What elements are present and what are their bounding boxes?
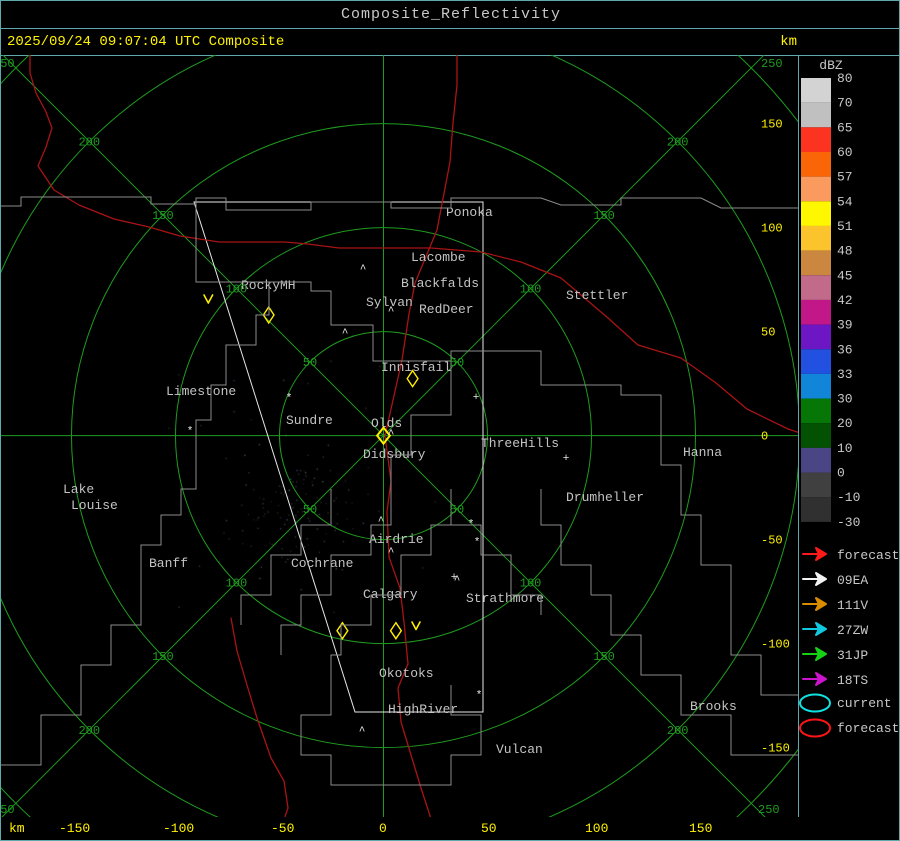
svg-text:Brooks: Brooks: [690, 699, 737, 714]
svg-text:111V: 111V: [837, 598, 868, 613]
svg-text:0: 0: [761, 430, 768, 444]
svg-text:20: 20: [837, 416, 853, 431]
svg-text:-10: -10: [837, 490, 860, 505]
svg-text:100: 100: [761, 222, 783, 236]
svg-text:Limestone: Limestone: [166, 384, 236, 399]
svg-text:250: 250: [1, 803, 15, 817]
svg-text:Lacombe: Lacombe: [411, 250, 466, 265]
svg-text:200: 200: [667, 724, 689, 738]
svg-text:+: +: [473, 392, 480, 404]
svg-text:27ZW: 27ZW: [837, 623, 868, 638]
svg-text:30: 30: [837, 392, 853, 407]
svg-text:-100: -100: [761, 638, 790, 652]
svg-text:Innisfail: Innisfail: [381, 360, 451, 375]
svg-text:200: 200: [78, 135, 100, 149]
svg-text:^: ^: [454, 575, 461, 587]
svg-text:^: ^: [388, 547, 395, 559]
svg-text:100: 100: [520, 283, 542, 297]
svg-text:100: 100: [520, 577, 542, 591]
svg-text:-150: -150: [761, 742, 790, 756]
svg-text:70: 70: [837, 96, 853, 111]
svg-text:250: 250: [1, 57, 15, 71]
svg-text:-50: -50: [761, 534, 783, 548]
svg-text:Airdrie: Airdrie: [369, 532, 424, 547]
svg-text:*: *: [286, 393, 293, 405]
svg-text:50: 50: [303, 356, 317, 370]
svg-text:60: 60: [837, 145, 853, 160]
svg-text:36: 36: [837, 342, 853, 357]
svg-text:Lake: Lake: [63, 482, 94, 497]
svg-text:^: ^: [360, 264, 367, 276]
svg-text:150: 150: [152, 650, 174, 664]
svg-text:^: ^: [378, 516, 385, 528]
svg-text:^: ^: [388, 306, 395, 318]
svg-text:*: *: [474, 537, 481, 549]
svg-text:150: 150: [761, 118, 783, 132]
svg-text:ThreeHills: ThreeHills: [481, 436, 559, 451]
svg-text:Vulcan: Vulcan: [496, 742, 543, 757]
svg-text:forecast: forecast: [837, 721, 899, 736]
svg-text:50: 50: [761, 326, 775, 340]
svg-text:Strathmore: Strathmore: [466, 591, 544, 606]
svg-text:Okotoks: Okotoks: [379, 666, 434, 681]
svg-text:Stettler: Stettler: [566, 288, 628, 303]
svg-text:50: 50: [303, 503, 317, 517]
svg-text:100: 100: [226, 577, 248, 591]
svg-text:42: 42: [837, 293, 853, 308]
svg-text:0: 0: [837, 466, 845, 481]
svg-text:Ponoka: Ponoka: [446, 205, 493, 220]
svg-text:65: 65: [837, 120, 853, 135]
svg-text:45: 45: [837, 268, 853, 283]
svg-text:-30: -30: [837, 515, 860, 530]
svg-text:*: *: [476, 690, 483, 702]
svg-text:Cochrane: Cochrane: [291, 556, 353, 571]
svg-text:Blackfalds: Blackfalds: [401, 276, 479, 291]
svg-text:100: 100: [226, 283, 248, 297]
svg-text:250: 250: [758, 803, 780, 817]
svg-text:forecast: forecast: [837, 548, 899, 563]
svg-text:Hanna: Hanna: [683, 445, 722, 460]
svg-text:Louise: Louise: [71, 498, 118, 513]
svg-text:RockyMH: RockyMH: [241, 278, 296, 293]
svg-text:Drumheller: Drumheller: [566, 490, 644, 505]
svg-text:+: +: [563, 453, 570, 465]
svg-text:Banff: Banff: [149, 556, 188, 571]
svg-text:09EA: 09EA: [837, 573, 868, 588]
svg-text:54: 54: [837, 194, 853, 209]
svg-text:10: 10: [837, 441, 853, 456]
svg-text:48: 48: [837, 244, 853, 259]
svg-text:200: 200: [78, 724, 100, 738]
svg-text:80: 80: [837, 71, 853, 86]
svg-text:51: 51: [837, 219, 853, 234]
svg-text:Olds: Olds: [371, 416, 402, 431]
svg-text:^: ^: [359, 726, 366, 738]
svg-text:50: 50: [450, 356, 464, 370]
svg-text:39: 39: [837, 318, 853, 333]
svg-text:150: 150: [152, 209, 174, 223]
svg-text:^: ^: [342, 328, 349, 340]
svg-text:150: 150: [593, 650, 615, 664]
svg-text:57: 57: [837, 170, 853, 185]
svg-text:^: ^: [388, 429, 395, 441]
svg-text:200: 200: [667, 135, 689, 149]
svg-text:current: current: [837, 696, 892, 711]
svg-text:Sundre: Sundre: [286, 413, 333, 428]
svg-text:RedDeer: RedDeer: [419, 302, 474, 317]
svg-text:33: 33: [837, 367, 853, 382]
svg-text:18TS: 18TS: [837, 673, 868, 688]
svg-text:*: *: [187, 426, 194, 438]
svg-text:150: 150: [593, 209, 615, 223]
svg-text:HighRiver: HighRiver: [388, 702, 458, 717]
svg-text:31JP: 31JP: [837, 648, 868, 663]
svg-text:250: 250: [761, 57, 783, 71]
svg-text:50: 50: [450, 503, 464, 517]
